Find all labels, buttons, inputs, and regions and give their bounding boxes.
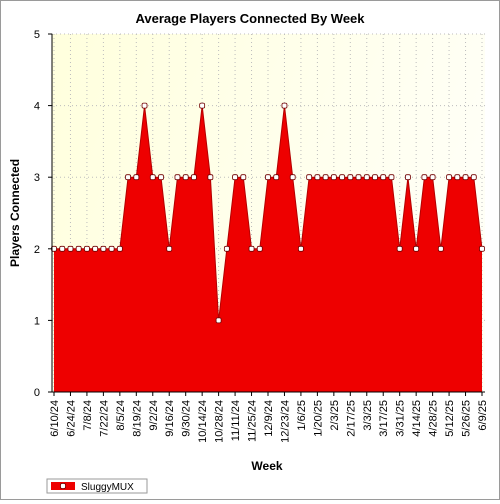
- y-tick-label: 5: [34, 29, 40, 41]
- x-tick-label: 6/24/24: [65, 400, 77, 437]
- data-point: [141, 102, 148, 109]
- data-point: [199, 102, 206, 109]
- x-tick-label: 4/14/25: [411, 400, 423, 437]
- chart-title: Average Players Connected By Week: [135, 11, 365, 26]
- data-point: [75, 245, 82, 252]
- data-point: [182, 174, 189, 181]
- x-tick-label: 2/3/25: [329, 400, 341, 431]
- data-point: [100, 245, 107, 252]
- data-point: [347, 174, 354, 181]
- data-point: [372, 174, 378, 181]
- data-point: [437, 245, 444, 252]
- data-point: [470, 174, 477, 181]
- data-point: [265, 174, 271, 181]
- legend: SluggyMUX: [46, 478, 148, 494]
- y-tick-label: 4: [34, 101, 40, 113]
- x-tick-label: 10/28/24: [214, 400, 226, 443]
- y-tick-label: 1: [34, 315, 40, 327]
- data-point: [133, 174, 140, 181]
- data-point: [462, 174, 469, 181]
- x-tick-label: 12/23/24: [279, 400, 291, 443]
- x-tick-label: 9/16/24: [164, 400, 176, 437]
- data-point: [92, 245, 99, 252]
- data-point: [355, 174, 362, 181]
- data-point: [59, 245, 66, 252]
- data-point: [158, 174, 164, 181]
- x-tick-label: 5/26/25: [461, 400, 473, 437]
- x-tick-label: 3/31/25: [395, 400, 407, 437]
- x-tick-label: 10/14/24: [197, 400, 209, 443]
- x-tick-label: 6/9/25: [477, 400, 489, 431]
- data-points: [51, 102, 485, 324]
- data-point: [108, 245, 115, 252]
- data-point: [396, 245, 403, 252]
- data-point: [405, 174, 411, 181]
- data-point: [429, 174, 436, 181]
- x-tick-label: 1/6/25: [296, 400, 308, 431]
- data-point: [454, 174, 461, 181]
- x-tick-label: 3/17/25: [378, 400, 390, 437]
- x-tick-label: 8/5/24: [115, 400, 127, 431]
- data-point: [446, 174, 452, 181]
- data-point: [240, 174, 247, 181]
- data-point: [248, 245, 255, 252]
- data-point: [223, 245, 230, 252]
- x-tick-label: 11/25/24: [247, 400, 259, 442]
- data-point: [215, 317, 222, 324]
- data-point: [256, 245, 263, 252]
- data-point: [273, 174, 280, 181]
- x-tick-label: 8/19/24: [131, 400, 143, 437]
- legend-marker-icon: [60, 483, 66, 489]
- x-tick-label: 1/20/25: [312, 400, 324, 437]
- x-axis-label: Week: [251, 459, 282, 473]
- data-point: [380, 174, 387, 181]
- x-tick-label: 4/28/25: [428, 400, 440, 437]
- data-point: [232, 174, 238, 181]
- data-point: [289, 174, 296, 181]
- x-tick-label: 5/12/25: [444, 400, 456, 437]
- data-point: [191, 174, 197, 181]
- data-point: [116, 245, 123, 252]
- x-tick-label: 2/17/25: [345, 400, 357, 437]
- data-point: [314, 174, 321, 181]
- x-tick-label: 9/30/24: [181, 400, 193, 437]
- x-tick-label: 7/8/24: [82, 400, 94, 431]
- data-point: [306, 174, 313, 181]
- x-tick-label: 6/10/24: [49, 400, 61, 437]
- y-tick-label: 2: [34, 244, 40, 256]
- y-tick-label: 3: [34, 172, 40, 184]
- data-point: [149, 174, 156, 181]
- data-point: [67, 245, 74, 252]
- data-point: [330, 174, 337, 181]
- x-tick-label: 3/3/25: [362, 400, 374, 431]
- x-tick-label: 12/9/24: [263, 400, 275, 437]
- data-point: [322, 174, 329, 181]
- data-point: [174, 174, 181, 181]
- x-tick-label: 11/11/24: [230, 400, 242, 441]
- data-point: [421, 174, 428, 181]
- data-point: [125, 174, 131, 181]
- y-axis-label: Players Connected: [8, 159, 22, 267]
- legend-label: SluggyMUX: [81, 482, 134, 493]
- x-tick-label: 9/2/24: [148, 400, 160, 431]
- data-point: [388, 174, 395, 181]
- data-point: [207, 174, 214, 181]
- data-point: [281, 102, 288, 109]
- data-point: [339, 174, 345, 181]
- data-point: [166, 245, 173, 252]
- x-tick-label: 7/22/24: [98, 400, 110, 437]
- data-point: [298, 245, 304, 252]
- x-tick-labels: 6/10/24 6/24/24 7/8/24 7/22/24 8/5/24 8/19/24…: [49, 392, 489, 443]
- y-tick-labels: 0 1 2 3 4 5: [34, 29, 52, 399]
- y-tick-label: 0: [34, 387, 40, 399]
- data-point: [363, 174, 370, 181]
- data-point: [413, 245, 420, 252]
- data-point: [84, 245, 90, 252]
- data-point: [479, 245, 485, 252]
